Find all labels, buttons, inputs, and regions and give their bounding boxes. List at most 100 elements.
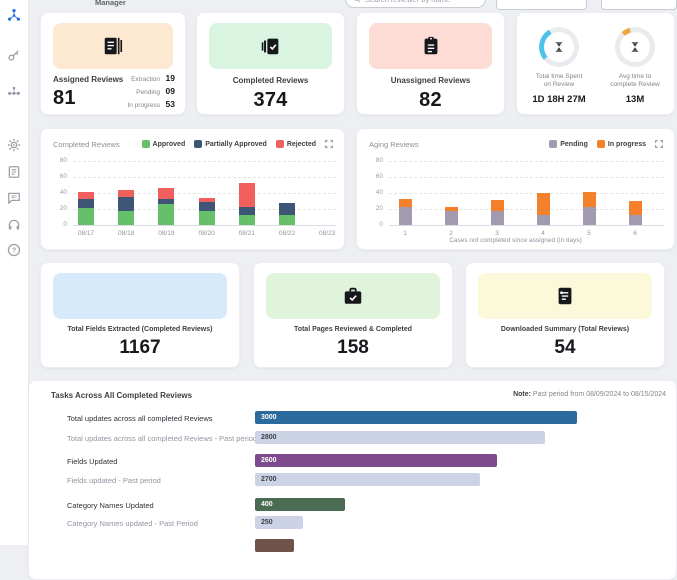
fullscreen-icon[interactable] [324, 139, 334, 149]
x-tick: 08/20 [185, 230, 229, 237]
summary-value: 54 [466, 337, 664, 359]
bar-segment-in-progress [399, 199, 412, 208]
unassigned-banner [369, 23, 492, 69]
gauge-value: 13M [599, 94, 671, 105]
x-tick: 2 [429, 230, 473, 237]
sidebar-item-key-icon[interactable] [7, 48, 21, 62]
x-tick: 08/18 [104, 230, 148, 237]
legend-swatch [597, 140, 605, 148]
breakdown-label: In progress [127, 102, 160, 109]
summary-banner [53, 273, 227, 319]
completed-value: 374 [197, 89, 344, 112]
bar-segment-approved [239, 215, 255, 225]
bar-segment-approved [118, 211, 134, 225]
time-gauge: Avg time to complete Review 13M [599, 25, 671, 105]
task-row-label: Total updates across all completed Revie… [67, 414, 213, 423]
unassigned-reviews-card: Unassigned Reviews 82 [356, 12, 505, 115]
summary-doc-icon [554, 285, 576, 307]
date-range-button[interactable] [601, 0, 677, 10]
bar-segment-pending [399, 207, 412, 225]
document-lines-icon [102, 35, 124, 57]
fullscreen-icon[interactable] [654, 139, 664, 149]
sidebar-item-report-icon[interactable] [7, 165, 21, 179]
legend-item: Partially Approved [194, 140, 267, 148]
summary-title: Total Pages Reviewed & Completed [258, 326, 448, 333]
task-bar-value: 2700 [261, 476, 277, 483]
legend-item: Approved [142, 140, 186, 148]
bar-segment-partially-approved [279, 203, 295, 214]
x-tick: 6 [613, 230, 657, 237]
legend-swatch [276, 140, 284, 148]
clipboard-icon [420, 35, 442, 57]
bar-segment-pending [583, 207, 596, 225]
task-bar-value: 250 [261, 519, 273, 526]
task-row-label: Category Names updated - Past Period [67, 519, 198, 528]
breakdown-value: 53 [165, 99, 175, 109]
bar-segment-pending [491, 211, 504, 225]
assigned-breakdown-row: In progress 53 [127, 99, 175, 109]
task-bars: Total updates across all completed Revie… [29, 381, 676, 579]
legend-swatch [142, 140, 150, 148]
x-tick: 08/22 [265, 230, 309, 237]
hourglass-icon [629, 41, 641, 53]
bar-segment-approved [78, 208, 94, 225]
sidebar-item-feedback-icon[interactable] [7, 191, 21, 205]
chart-title: Aging Reviews [369, 140, 419, 149]
assigned-value: 81 [53, 87, 76, 110]
assigned-title: Assigned Reviews [53, 75, 123, 84]
task-bar: 2800 [255, 431, 545, 444]
y-tick: 80 [53, 157, 67, 164]
sidebar-item-workflow-icon[interactable] [7, 84, 21, 98]
task-row-label: Fields updated - Past period [67, 476, 161, 485]
task-bar: 250 [255, 516, 303, 529]
gauge-value: 1D 18H 27M [523, 94, 595, 105]
sidebar-item-help-icon[interactable]: ? [7, 243, 21, 257]
y-tick: 40 [369, 189, 383, 196]
breakdown-label: Extraction [131, 76, 160, 83]
bar-segment-rejected [199, 198, 215, 202]
gauge-ring [615, 27, 655, 67]
task-bar-value: 400 [261, 501, 273, 508]
y-tick: 20 [53, 205, 67, 212]
breakdown-label: Pending [136, 89, 160, 96]
task-row-label: Total updates across all completed Revie… [67, 434, 257, 443]
bar-segment-in-progress [491, 200, 504, 211]
bar-segment-partially-approved [78, 199, 94, 209]
bar-segment-in-progress [629, 201, 642, 215]
completed-title: Completed Reviews [197, 76, 344, 85]
bar-segment-approved [199, 211, 215, 225]
briefcase-check-icon [342, 285, 364, 307]
sidebar-item-gear-icon[interactable] [7, 138, 21, 152]
bar-segment-partially-approved [239, 207, 255, 215]
y-tick: 40 [53, 189, 67, 196]
toolbar-button[interactable] [496, 0, 587, 10]
bar-segment-approved [158, 204, 174, 225]
x-tick: 1 [383, 230, 427, 237]
completed-reviews-card: Completed Reviews 374 [196, 12, 345, 115]
gauge-label: Avg time to complete Review [599, 73, 671, 90]
task-bar-value: 2600 [261, 457, 277, 464]
task-bar: 2600 [255, 454, 497, 467]
legend-label: Pending [560, 141, 588, 148]
task-bar-value: 3000 [261, 414, 277, 421]
tasks-card: Tasks Across All Completed Reviews Note:… [28, 380, 677, 580]
summary-card: Total Fields Extracted (Completed Review… [40, 262, 240, 368]
sidebar-item-headset-icon[interactable] [7, 218, 21, 232]
x-tick: 5 [567, 230, 611, 237]
completed-banner [209, 23, 332, 69]
search-input[interactable]: Search reviewer by name [345, 0, 486, 8]
x-tick: 08/17 [64, 230, 108, 237]
unassigned-value: 82 [357, 89, 504, 112]
task-bar: 400 [255, 498, 345, 511]
sidebar-item-hub-icon[interactable] [7, 8, 21, 22]
search-placeholder: Search reviewer by name [365, 0, 450, 4]
x-tick: 08/23 [305, 230, 349, 237]
y-tick: 20 [369, 205, 383, 212]
